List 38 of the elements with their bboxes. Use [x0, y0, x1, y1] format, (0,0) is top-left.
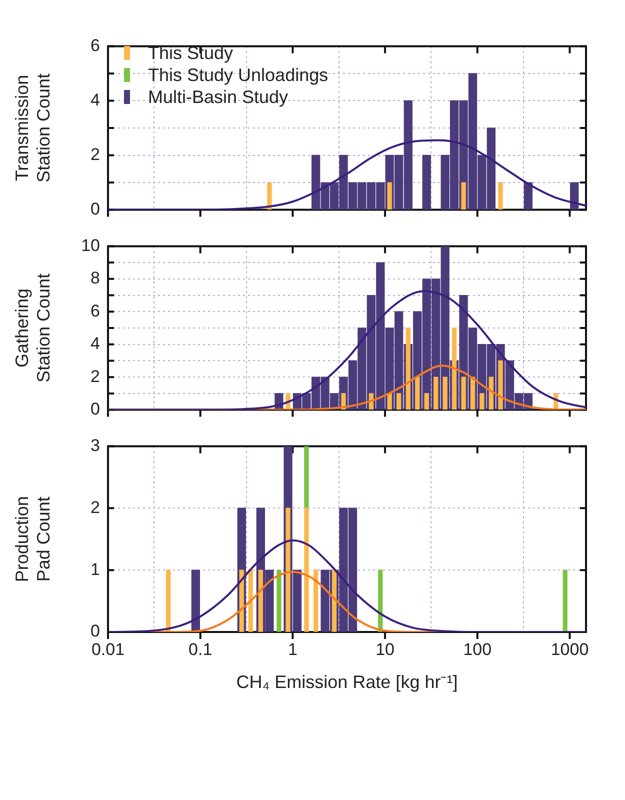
x-tick-label: 1 — [288, 640, 298, 659]
y-tick-label: 1 — [90, 560, 100, 579]
bar — [442, 376, 448, 410]
y-tick-label: 6 — [90, 301, 100, 320]
bar — [480, 393, 484, 410]
y-tick-label: 10 — [81, 236, 100, 255]
bar — [406, 328, 410, 410]
y-tick-label: 8 — [90, 268, 100, 288]
bar — [387, 393, 392, 410]
bar — [452, 328, 457, 410]
legend-label: This Study — [148, 42, 234, 64]
y-axis-title: Gathering Station Count — [12, 273, 54, 383]
y-tick-label: 3 — [90, 436, 100, 455]
bar — [498, 360, 503, 410]
bar — [434, 376, 438, 410]
y-axis-title: Transmission Station Count — [12, 73, 54, 183]
x-axis-title: CH₄ Emission Rate [kg hr⁻¹] — [236, 672, 458, 692]
y-tick-label: 6 — [90, 36, 100, 55]
legend-label: Multi-Basin Study — [148, 86, 288, 108]
y-tick-label: 2 — [90, 144, 100, 164]
y-tick-label: 0 — [90, 622, 100, 641]
x-tick-label: 0.01 — [91, 640, 125, 659]
y-tick-label: 0 — [90, 199, 100, 218]
x-tick-label: 0.1 — [188, 640, 212, 659]
y-tick-label: 2 — [90, 498, 100, 517]
bar — [461, 376, 466, 410]
bar — [396, 393, 402, 410]
y-tick-label: 4 — [90, 334, 100, 354]
legend-label: This Study Unloadings — [148, 64, 328, 86]
y-axis-title: Production Pad Count — [12, 496, 54, 582]
x-tick-label: 1000 — [550, 640, 589, 659]
y-tick-label: 0 — [90, 399, 100, 418]
y-tick-label: 4 — [90, 90, 100, 110]
bar — [424, 393, 429, 410]
bar — [415, 376, 420, 410]
x-tick-label: 10 — [376, 640, 395, 659]
y-tick-label: 2 — [90, 366, 100, 386]
x-tick-label: 100 — [463, 640, 492, 659]
